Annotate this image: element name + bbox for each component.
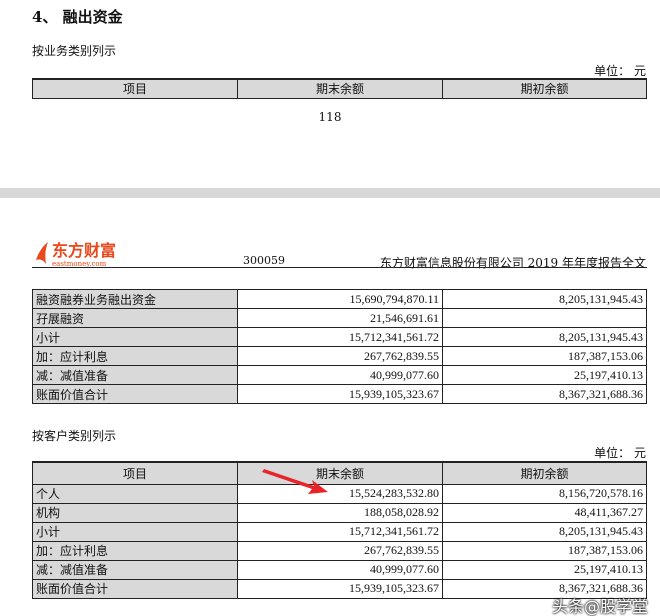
header-item: 项目 xyxy=(32,461,238,485)
subtitle: 按业务类别列示 xyxy=(32,44,117,58)
table-row: 小计 15,712,341,561.72 8,205,131,945.43 xyxy=(32,521,647,542)
header-item: 项目 xyxy=(32,78,238,99)
end-balance: 21,546,691.61 xyxy=(237,308,443,328)
business-type-table: 融资融券业务融出资金 15,690,794,870.11 8,205,131,945… xyxy=(32,289,647,404)
begin-balance xyxy=(442,308,647,328)
begin-balance: 48,411,367.27 xyxy=(442,502,647,523)
table-row: 个人 15,524,283,532.80 8,156,720,578.16 xyxy=(32,483,647,504)
page-number: 118 xyxy=(318,110,342,124)
row-label: 小计 xyxy=(32,521,238,542)
begin-balance: 25,197,410.13 xyxy=(442,365,647,385)
unit-label-2: 单位： 元 xyxy=(594,446,646,460)
table-row: 融资融券业务融出资金 15,690,794,870.11 8,205,131,945… xyxy=(32,289,647,309)
row-label: 融资融券业务融出资金 xyxy=(32,289,238,309)
page-separator xyxy=(0,188,660,198)
end-balance: 267,762,839.55 xyxy=(237,346,443,366)
svg-text:eastmoney.com: eastmoney.com xyxy=(52,260,107,268)
table-header-page1: 项目 期末余额 期初余额 xyxy=(32,78,647,99)
header-begin: 期初余额 xyxy=(442,78,647,99)
begin-balance: 8,367,321,688.36 xyxy=(442,384,647,404)
end-balance: 15,690,794,870.11 xyxy=(237,289,443,309)
end-balance: 15,939,105,323.67 xyxy=(237,578,443,599)
begin-balance: 187,387,153.06 xyxy=(442,540,647,561)
header-end: 期末余额 xyxy=(237,78,443,99)
row-label: 机构 xyxy=(32,502,238,523)
red-arrow-annotation xyxy=(262,469,328,494)
begin-balance: 8,205,131,945.43 xyxy=(442,289,647,309)
doc-title: 东方财富信息股份有限公司 2019 年年度报告全文 xyxy=(379,256,646,270)
begin-balance: 8,205,131,945.43 xyxy=(442,327,647,347)
row-label: 减：减值准备 xyxy=(32,559,238,580)
row-label: 账面价值合计 xyxy=(32,578,238,599)
table-row: 减：减值准备 40,999,077.60 25,197,410.13 xyxy=(32,365,647,385)
table-row: 机构 188,058,028.92 48,411,367.27 xyxy=(32,502,647,523)
subtitle-customer: 按客户类别列示 xyxy=(32,429,117,443)
end-balance: 40,999,077.60 xyxy=(237,559,443,580)
row-label: 孖展融资 xyxy=(32,308,238,328)
end-balance: 188,058,028.92 xyxy=(237,502,443,523)
stock-code: 300059 xyxy=(243,254,285,267)
header-rule xyxy=(32,267,647,268)
begin-balance: 187,387,153.06 xyxy=(442,346,647,366)
customer-type-table: 项目 期末余额 期初余额 个人 15,524,283,532.80 8,156,720,… xyxy=(32,461,647,599)
end-balance: 40,999,077.60 xyxy=(237,365,443,385)
begin-balance: 8,156,720,578.16 xyxy=(442,483,647,504)
end-balance: 15,712,341,561.72 xyxy=(237,327,443,347)
table-row: 加：应计利息 267,762,839.55 187,387,153.06 xyxy=(32,540,647,561)
row-label: 减：减值准备 xyxy=(32,365,238,385)
row-label: 账面价值合计 xyxy=(32,384,238,404)
row-label: 小计 xyxy=(32,327,238,347)
table-row: 加：应计利息 267,762,839.55 187,387,153.06 xyxy=(32,346,647,366)
table-row: 孖展融资 21,546,691.61 xyxy=(32,308,647,328)
svg-text:东方财富: 东方财富 xyxy=(52,241,116,260)
section-heading: 4、 融出资金 xyxy=(32,8,123,26)
table-row: 账面价值合计 15,939,105,323.67 8,367,321,688.36 xyxy=(32,578,647,599)
end-balance: 15,712,341,561.72 xyxy=(237,521,443,542)
table-row: 减：减值准备 40,999,077.60 25,197,410.13 xyxy=(32,559,647,580)
eastmoney-logo: 东方财富 eastmoney.com xyxy=(34,238,129,272)
end-balance: 15,939,105,323.67 xyxy=(237,384,443,404)
row-label: 个人 xyxy=(32,483,238,504)
watermark: 头条@股学堂 xyxy=(551,597,648,616)
begin-balance: 8,205,131,945.43 xyxy=(442,521,647,542)
table-row: 小计 15,712,341,561.72 8,205,131,945.43 xyxy=(32,327,647,347)
row-label: 加：应计利息 xyxy=(32,540,238,561)
row-label: 加：应计利息 xyxy=(32,346,238,366)
header-begin: 期初余额 xyxy=(442,461,647,485)
begin-balance: 25,197,410.13 xyxy=(442,559,647,580)
end-balance: 267,762,839.55 xyxy=(237,540,443,561)
unit-label: 单位： 元 xyxy=(594,64,646,78)
table-row: 账面价值合计 15,939,105,323.67 8,367,321,688.36 xyxy=(32,384,647,404)
begin-balance: 8,367,321,688.36 xyxy=(442,578,647,599)
end-balance: 15,524,283,532.80 xyxy=(237,483,443,504)
